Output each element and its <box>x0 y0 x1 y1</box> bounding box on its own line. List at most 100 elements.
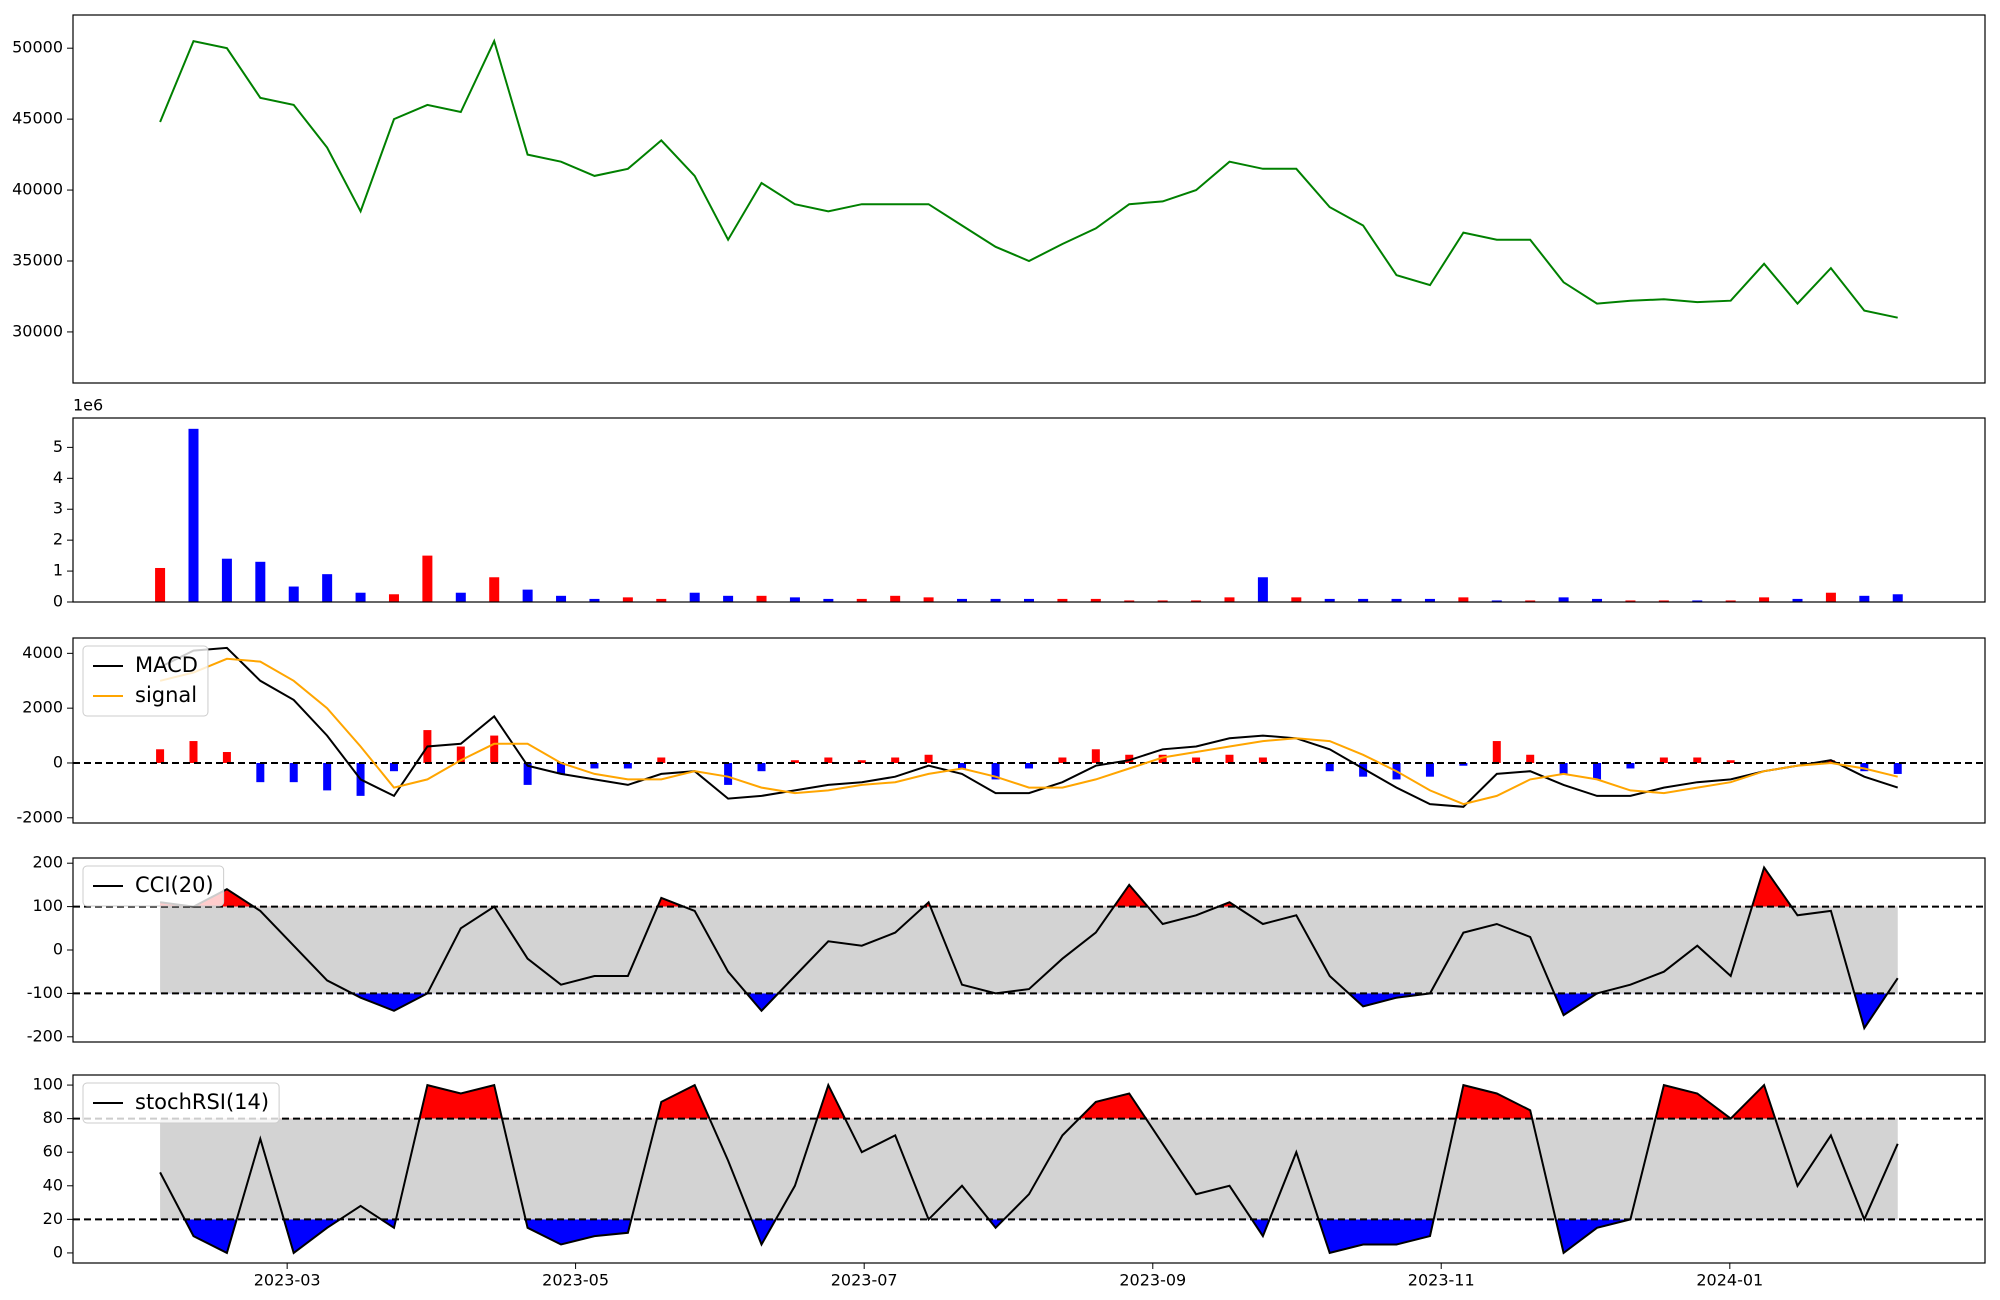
x-tick-label: 2023-09 <box>1119 1271 1186 1290</box>
volume-bar <box>522 589 533 602</box>
volume-bar <box>890 595 901 602</box>
volume-bar <box>856 598 867 602</box>
histogram-bar <box>1425 762 1434 777</box>
volume-bar <box>1525 600 1536 602</box>
histogram-bar <box>590 762 599 769</box>
histogram-bar <box>1893 762 1902 774</box>
histogram-bar <box>790 760 799 763</box>
axes-frame <box>72 857 1986 1043</box>
volume-bar <box>1124 600 1135 602</box>
volume-bar <box>1458 597 1469 602</box>
volume-bar <box>1558 597 1569 602</box>
x-tick-label: 2023-11 <box>1408 1271 1475 1290</box>
histogram-bar <box>1258 757 1267 763</box>
volume-bar <box>689 592 700 602</box>
histogram-bar <box>389 762 398 772</box>
y-tick-label: 4 <box>53 468 63 487</box>
volume-bar <box>1024 598 1034 602</box>
volume-bar <box>1892 594 1903 602</box>
oversold-fill <box>160 1219 1898 1253</box>
volume-bar <box>1424 598 1435 602</box>
volume-bar <box>1090 598 1101 602</box>
volume-bar <box>1358 598 1369 602</box>
histogram-bar <box>1593 762 1602 780</box>
y-tick-label: 4000 <box>22 643 63 662</box>
y-tick-label: 20 <box>43 1209 63 1228</box>
histogram-bar <box>1826 760 1835 763</box>
volume-bar <box>1792 598 1803 602</box>
volume-bar <box>322 574 333 602</box>
volume-bar <box>188 428 199 602</box>
volume-bar <box>455 592 466 602</box>
plot-area <box>73 865 1985 1031</box>
volume-bar <box>656 598 667 602</box>
volume-bar <box>622 597 633 602</box>
volume-bar <box>1658 600 1669 602</box>
histogram-bar <box>456 746 465 763</box>
x-tick-label: 2023-05 <box>542 1271 609 1290</box>
y-tick-label: 2 <box>53 530 63 549</box>
histogram-bar <box>1225 754 1234 763</box>
axes-frame <box>72 417 1986 603</box>
y-tick-label: 45000 <box>12 109 63 128</box>
series-line <box>159 38 1898 319</box>
legend: stochRSI(14) <box>82 1082 280 1124</box>
histogram-bar <box>1860 762 1869 772</box>
y-tick-label: 200 <box>32 853 63 872</box>
histogram-bar <box>557 762 566 774</box>
neutral-band <box>160 906 1898 994</box>
y-tick-label: 0 <box>53 592 63 611</box>
histogram-bar <box>657 757 666 763</box>
histogram-bar <box>189 741 198 763</box>
volume-bar <box>1257 577 1268 602</box>
y-tick-label: 3 <box>53 499 63 518</box>
y-tick-label: 80 <box>43 1108 63 1127</box>
histogram-bar <box>857 760 866 763</box>
plot-area <box>155 428 1903 602</box>
histogram-bar <box>1526 754 1535 763</box>
volume-bar <box>1759 597 1770 602</box>
y-tick-label: -100 <box>27 983 63 1002</box>
series-line <box>159 1082 1899 1255</box>
volume-bar <box>288 586 299 602</box>
volume-bar <box>1725 600 1736 602</box>
axis-offset-label: 1e6 <box>73 396 103 415</box>
y-tick-label: 35000 <box>12 250 63 269</box>
y-tick-label: -200 <box>27 1026 63 1045</box>
series-line <box>159 657 1898 806</box>
histogram-bar <box>1058 757 1067 763</box>
x-tick-label: 2023-03 <box>254 1271 321 1290</box>
volume-bar <box>1859 595 1870 602</box>
legend-box <box>82 1082 280 1124</box>
volume-bar <box>1224 597 1235 602</box>
series-line <box>159 646 1899 808</box>
histogram-bar <box>1158 754 1167 763</box>
y-tick-label: 0 <box>53 1242 63 1261</box>
axes-frame <box>72 637 1986 824</box>
histogram-bar <box>1492 741 1501 763</box>
y-tick-label: 50000 <box>12 38 63 57</box>
volume-bar <box>155 567 166 602</box>
histogram-bar <box>958 762 967 769</box>
histogram-bar <box>323 762 332 791</box>
volume-bar <box>556 595 567 602</box>
volume-bar <box>1057 598 1068 602</box>
volume-bar <box>1157 600 1168 602</box>
volume-bar <box>489 577 500 602</box>
volume-bar <box>923 597 934 602</box>
axes-frame <box>72 1074 1986 1264</box>
histogram-bar <box>1459 762 1468 766</box>
y-tick-label: 40000 <box>12 180 63 199</box>
legend-label: CCI(20) <box>135 873 214 897</box>
histogram-bar <box>891 757 900 763</box>
histogram-bar <box>256 762 265 783</box>
volume-bar <box>255 561 266 602</box>
histogram-bar <box>824 757 833 763</box>
volume-bar <box>1625 600 1636 602</box>
legend-label: stochRSI(14) <box>135 1090 269 1114</box>
histogram-bar <box>1125 754 1134 763</box>
histogram-bar <box>924 754 933 763</box>
volume-bar <box>1692 600 1703 602</box>
volume-bar <box>1324 598 1335 602</box>
